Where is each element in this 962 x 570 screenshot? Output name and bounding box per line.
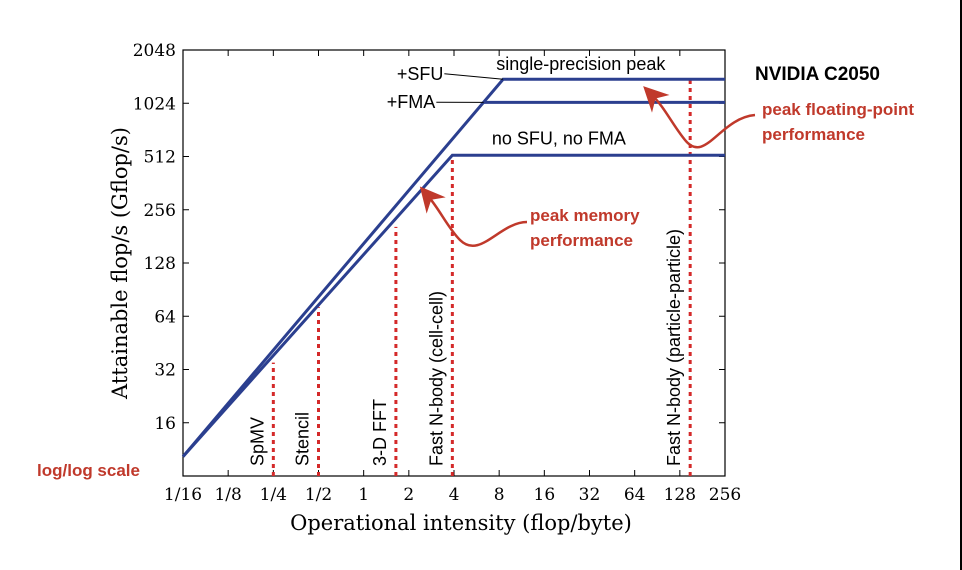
roofline-label: +FMA	[387, 92, 436, 112]
peak-memory-annotation-line1: peak memory	[530, 206, 640, 225]
x-tick-label: 1/16	[164, 485, 202, 505]
y-tick-label: 2048	[133, 41, 176, 61]
kernel-labels: SpMV Stencil 3-D FFT Fast N-body (cell-cell…	[247, 229, 684, 466]
x-tick-label: 16	[534, 485, 556, 505]
peak-flops-annotation-line2: performance	[762, 125, 865, 144]
sfu-leader	[444, 73, 504, 80]
x-tick-label: 4	[449, 485, 460, 505]
kernel-label: SpMV	[247, 417, 267, 466]
x-tick-label: 1	[358, 485, 369, 505]
y-tick-label: 256	[144, 201, 176, 221]
y-tick-label: 512	[144, 148, 176, 168]
log-scale-annotation: log/log scale	[37, 461, 140, 480]
kernel-label: Fast N-body (particle-particle)	[664, 229, 684, 466]
x-tick-label: 1/4	[260, 485, 287, 505]
x-tick-label: 8	[494, 485, 505, 505]
y-tick-label: 128	[144, 254, 176, 274]
x-tick-label: 64	[624, 485, 646, 505]
kernel-label: 3-D FFT	[370, 399, 390, 466]
roofline-line	[181, 77, 725, 458]
x-tick-label: 1/8	[214, 485, 241, 505]
chart-title: NVIDIA C2050	[755, 64, 880, 85]
x-tick-label: 128	[664, 485, 696, 505]
y-tick-label: 64	[154, 307, 176, 327]
roofline-label: no SFU, no FMA	[492, 128, 626, 148]
roofline-labels: single-precision peak +SFU +FMA no SFU, no …	[387, 54, 667, 148]
right-border	[960, 0, 962, 570]
y-tick-label: 1024	[133, 94, 176, 114]
roofline-series	[181, 77, 725, 458]
x-tick-label: 2	[403, 485, 414, 505]
axis-ticks: 1/16 1/8 1/4 1/2 1 2 4 8 16 32 64 128 256 16 32 64 128 25…	[133, 41, 741, 505]
y-tick-label: 32	[154, 361, 176, 381]
kernel-label: Stencil	[293, 412, 313, 466]
x-axis-title: Operational intensity (flop/byte)	[290, 511, 632, 535]
roofline-line	[181, 153, 725, 458]
kernel-label: Fast N-body (cell-cell)	[426, 291, 446, 466]
peak-flops-arrow	[643, 86, 756, 149]
x-tick-label: 1/2	[305, 485, 332, 505]
peak-memory-arrow	[419, 186, 528, 248]
y-tick-label: 16	[154, 414, 176, 434]
x-tick-label: 256	[709, 485, 741, 505]
roofline-label: +SFU	[397, 64, 444, 84]
y-axis-title: Attainable flop/s (Gflop/s)	[108, 127, 132, 400]
x-tick-label: 32	[579, 485, 601, 505]
plot-frame	[182, 49, 726, 477]
peak-flops-annotation-line1: peak floating-point	[762, 100, 914, 119]
peak-memory-annotation-line2: performance	[530, 231, 633, 250]
roofline-label: single-precision peak	[496, 54, 666, 74]
label-leaders	[436, 73, 504, 103]
